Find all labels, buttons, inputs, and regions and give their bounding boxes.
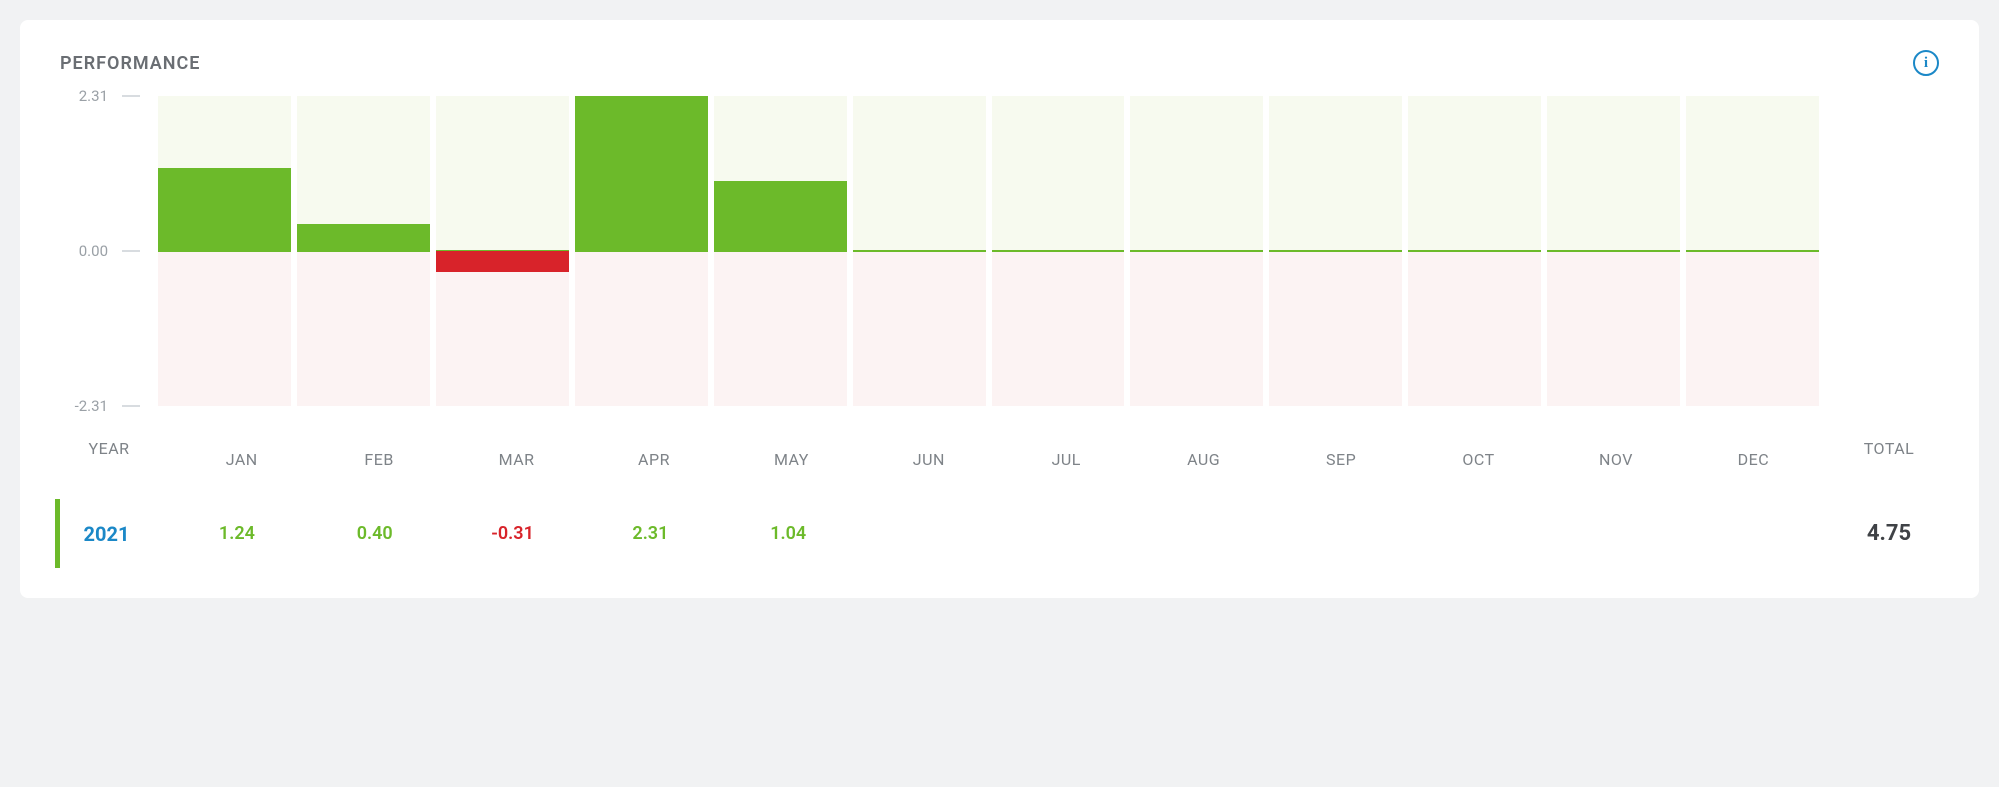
chart-area: 2.310.00-2.31 [60, 96, 1939, 406]
y-tick-dash [122, 250, 140, 252]
y-axis: 2.310.00-2.31 [60, 96, 140, 406]
month-value-cell [1549, 523, 1681, 544]
negative-region [1547, 251, 1680, 406]
performance-card: PERFORMANCE i 2.310.00-2.31 YEAR JANFEBM… [20, 20, 1979, 598]
total-column-header: TOTAL [1839, 439, 1939, 458]
chart-column [1408, 96, 1541, 406]
chart-column [714, 96, 847, 406]
y-tick: -2.31 [75, 397, 140, 415]
chart-column [1686, 96, 1819, 406]
positive-region [992, 96, 1125, 251]
bar [297, 224, 430, 251]
chart-column [992, 96, 1125, 406]
month-value-cell: 1.24 [171, 523, 303, 544]
chart-column [853, 96, 986, 406]
negative-region [714, 251, 847, 406]
y-tick-dash [122, 95, 140, 97]
x-axis-label: JUL [1001, 450, 1132, 469]
month-value-cell [1687, 523, 1819, 544]
info-icon[interactable]: i [1913, 50, 1939, 76]
plot-container [158, 96, 1819, 406]
chart-column [575, 96, 708, 406]
y-tick-label: 2.31 [79, 87, 108, 105]
positive-region [853, 96, 986, 251]
month-values: 1.24 0.40 -0.312.31 1.04 [171, 523, 1819, 544]
chart-column [158, 96, 291, 406]
month-value-cell [998, 523, 1130, 544]
negative-region [436, 251, 569, 406]
baseline [1408, 250, 1541, 252]
month-value-cell [1411, 523, 1543, 544]
x-axis-label: SEP [1275, 450, 1406, 469]
positive-region [1547, 96, 1680, 251]
chart-column [297, 96, 430, 406]
y-tick: 0.00 [79, 242, 140, 260]
x-axis-label: DEC [1688, 450, 1819, 469]
bar-plot [158, 96, 1819, 406]
x-axis-label: AUG [1138, 450, 1269, 469]
chart-column [1269, 96, 1402, 406]
positive-region [1269, 96, 1402, 251]
month-value-cell [1136, 523, 1268, 544]
chart-right-spacer [1839, 96, 1939, 406]
negative-region [1269, 251, 1402, 406]
negative-region [992, 251, 1125, 406]
year-column-header: YEAR [60, 439, 158, 458]
month-value-cell: 0.40 [309, 523, 441, 544]
x-axis-row: YEAR JAN FEB MAR APR MAY JUN JUL AUG SEP OCT NOV DE… [60, 428, 1939, 469]
month-value-cell: 2.31 [584, 523, 716, 544]
month-value-cell [1274, 523, 1406, 544]
negative-region [575, 251, 708, 406]
negative-region [297, 251, 430, 406]
x-axis-label: NOV [1550, 450, 1681, 469]
negative-region [853, 251, 986, 406]
positive-region [1686, 96, 1819, 251]
bar [436, 251, 569, 272]
positive-region [436, 96, 569, 251]
x-axis-label: JUN [863, 450, 994, 469]
year-value: 2021 [60, 522, 153, 546]
month-value-cell: 1.04 [722, 523, 854, 544]
baseline [992, 250, 1125, 252]
bar [158, 168, 291, 251]
total-value: 4.75 [1839, 521, 1939, 546]
chart-column [1130, 96, 1263, 406]
y-tick-dash [122, 405, 140, 407]
y-tick-label: -2.31 [75, 397, 108, 415]
positive-region [1130, 96, 1263, 251]
x-axis-label: OCT [1413, 450, 1544, 469]
x-axis-labels: JAN FEB MAR APR MAY JUN JUL AUG SEP OCT NOV DEC [176, 450, 1819, 469]
bar [575, 96, 708, 251]
baseline [1686, 250, 1819, 252]
x-axis-label: APR [588, 450, 719, 469]
x-axis-label: MAR [451, 450, 582, 469]
negative-region [1408, 251, 1541, 406]
baseline [1269, 250, 1402, 252]
baseline [1547, 250, 1680, 252]
y-tick: 2.31 [79, 87, 140, 105]
positive-region [1408, 96, 1541, 251]
year-data-row: 2021 1.24 0.40 -0.312.31 1.04 4.75 [55, 499, 1939, 568]
negative-region [158, 251, 291, 406]
bar [714, 181, 847, 251]
y-tick-label: 0.00 [79, 242, 108, 260]
baseline [853, 250, 986, 252]
negative-region [1686, 251, 1819, 406]
month-value-cell: -0.31 [447, 523, 579, 544]
x-axis-label: JAN [176, 450, 307, 469]
card-title: PERFORMANCE [60, 53, 200, 74]
x-axis-label: MAY [726, 450, 857, 469]
x-axis-label: FEB [313, 450, 444, 469]
baseline [1130, 250, 1263, 252]
negative-region [1130, 251, 1263, 406]
card-header: PERFORMANCE i [60, 50, 1939, 76]
month-value-cell [860, 523, 992, 544]
chart-column [1547, 96, 1680, 406]
chart-column [436, 96, 569, 406]
